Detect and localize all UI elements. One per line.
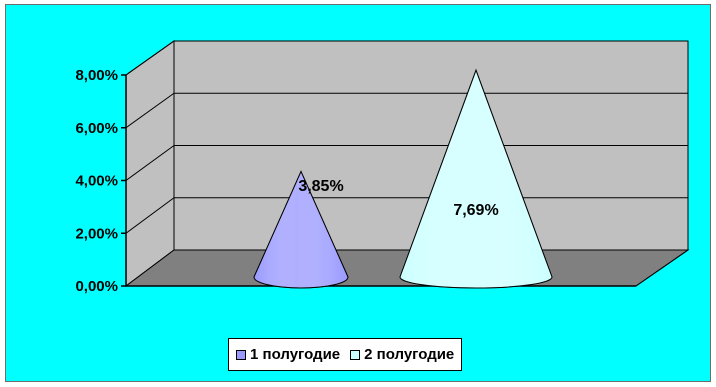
- y-tick-label: 4,00%: [75, 173, 118, 190]
- legend: 1 полугодие 2 полугодие: [228, 338, 463, 371]
- cone-shade-series-2: [399, 68, 553, 289]
- gridline-side: [125, 92, 175, 129]
- gridline-side: [125, 40, 175, 76]
- y-tick-label: 2,00%: [75, 225, 118, 242]
- cone-shade-series-1: [253, 170, 349, 289]
- legend-swatch-series-2: [350, 349, 361, 360]
- data-label-series-2: 7,69%: [453, 202, 498, 219]
- y-tick-label: 6,00%: [75, 120, 118, 137]
- chart-plot: 0,00% 2,00% 4,00% 6,00% 8,00% 3,85% 7,69%: [75, 40, 690, 295]
- legend-label-series-2: 2 полугодие: [364, 346, 455, 363]
- legend-item-series-2: 2 полугодие: [350, 346, 454, 363]
- gridline-side: [125, 197, 175, 234]
- y-tick-label: 8,00%: [75, 67, 118, 84]
- gridline-side: [125, 145, 175, 181]
- legend-item-series-1: 1 полугодие: [236, 346, 340, 363]
- y-tick-label: 0,00%: [75, 278, 118, 295]
- data-label-series-1: 3,85%: [298, 178, 343, 195]
- floor-edge: [635, 249, 689, 287]
- chart-area: 0,00% 2,00% 4,00% 6,00% 8,00% 3,85% 7,69% 1 п…: [5, 4, 711, 382]
- legend-label-series-1: 1 полугодие: [250, 346, 341, 363]
- legend-swatch-series-1: [236, 349, 246, 360]
